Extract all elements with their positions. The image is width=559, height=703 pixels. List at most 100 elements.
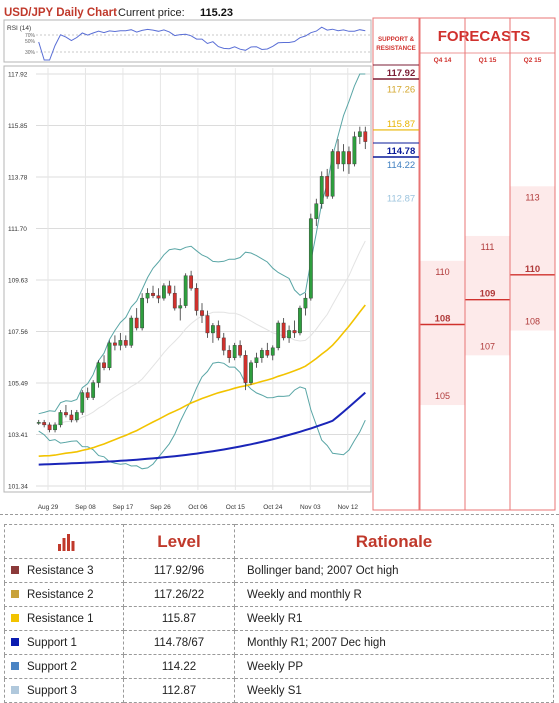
candle-body (319, 176, 324, 204)
level-name-cell: Support 2 (4, 654, 124, 679)
forecast-high-label: 111 (481, 242, 495, 252)
candle-body (58, 412, 63, 426)
level-rationale: Monthly R1; 2007 Dec high (234, 630, 554, 655)
forecast-period-label: Q2 15 (524, 57, 542, 64)
level-name-cell: Support 1 (4, 630, 124, 655)
sr-levels: 117.92 117.26 115.87 114.78 114.22 112.87 (373, 64, 419, 204)
forecast-high-label: 113 (525, 192, 539, 202)
level-name-cell: Support 3 (4, 678, 124, 703)
level-rationale: Weekly R1 (234, 606, 554, 631)
candle-body (221, 337, 226, 351)
forecast-main-label: 110 (525, 264, 540, 275)
y-tick-label: 103.41 (8, 432, 28, 439)
candle-body (140, 297, 145, 329)
table-header-rationale: Rationale (234, 524, 554, 559)
table-header-level: Level (123, 524, 235, 559)
x-tick-label: Nov 12 (337, 504, 358, 511)
candle-body (96, 362, 101, 383)
forecast-columns: Q4 14 110 108 105 Q1 15 111 109 107 Q2 15 113 110 1… (420, 18, 556, 510)
y-tick-label: 107.56 (8, 329, 28, 336)
sr-level-label: 117.92 (387, 68, 416, 79)
level-color-swatch (11, 638, 19, 647)
forecast-range-band (465, 235, 510, 356)
forecast-low-label: 108 (525, 317, 540, 327)
candle-body (357, 131, 362, 137)
candle-body (167, 285, 172, 294)
level-rationale: Weekly PP (234, 654, 554, 679)
levels-table: Level Rationale Resistance 3 117.92/96 Bol… (4, 524, 554, 703)
candle-body (341, 151, 346, 165)
x-tick-label: Sep 08 (75, 504, 96, 511)
level-color-swatch (11, 662, 19, 671)
level-name-cell: Resistance 2 (4, 582, 124, 607)
level-value: 114.78/67 (123, 630, 235, 655)
sr-header-line1: SUPPORT & (378, 36, 415, 43)
level-name: Support 1 (27, 636, 77, 649)
table-row: Resistance 2 117.26/22 Weekly and monthly … (4, 582, 554, 607)
candle-body (80, 392, 85, 413)
candle-body (308, 218, 313, 299)
sr-level-label: 112.87 (387, 193, 415, 204)
candle-body (347, 151, 351, 165)
sr-level-label: 114.78 (387, 146, 416, 157)
table-row: Support 1 114.78/67 Monthly R1; 2007 Dec h… (4, 630, 554, 655)
forecasts-title: FORECASTS (438, 28, 531, 45)
candle-body (249, 362, 253, 383)
sr-header-line2: RESISTANCE (376, 45, 415, 52)
rsi-tick-70: 70% (25, 33, 36, 39)
candle-body (107, 342, 112, 368)
level-color-swatch (11, 590, 19, 599)
candle-body (42, 422, 47, 426)
level-name: Resistance 2 (27, 588, 94, 601)
section-divider (0, 514, 559, 515)
candle-body (298, 307, 302, 334)
candle-body (227, 350, 232, 358)
rsi-label: RSI (14) (7, 25, 31, 32)
candle-body (189, 275, 194, 289)
table-row: Resistance 1 115.87 Weekly R1 (4, 606, 554, 631)
level-color-swatch (11, 566, 19, 575)
candle-body (232, 345, 237, 358)
candle-body (178, 305, 183, 309)
candle-body (270, 347, 275, 356)
candle-body (85, 392, 90, 398)
candle-body (69, 414, 74, 421)
x-tick-label: Oct 15 (226, 504, 246, 511)
table-row: Support 2 114.22 Weekly PP (4, 654, 554, 679)
candle-body (325, 176, 330, 197)
candle-body (53, 424, 57, 431)
candlesticks (36, 126, 368, 433)
level-name: Support 3 (27, 684, 77, 697)
rsi-panel (3, 19, 372, 63)
candle-body (162, 285, 166, 299)
chart-area: USD/JPY Daily Chart Current price: 115.2… (3, 7, 556, 511)
x-tick-label: Oct 24 (263, 504, 283, 511)
candle-body (259, 350, 264, 358)
candle-body (145, 292, 150, 299)
x-tick-label: Aug 29 (38, 504, 59, 511)
candle-body (216, 325, 221, 339)
forecast-range-band (420, 260, 465, 406)
x-axis-ticks: Aug 29 Sep 08 Sep 17 Sep 26 Oct 06 Oct 15 Oct … (38, 504, 359, 511)
level-name-cell: Resistance 3 (4, 558, 124, 583)
y-tick-label: 105.49 (8, 381, 28, 388)
candle-body (287, 330, 291, 339)
level-name: Support 2 (27, 660, 77, 673)
candle-body (36, 422, 41, 424)
chart-title: USD/JPY Daily Chart (4, 7, 117, 19)
candle-body (74, 412, 79, 421)
candle-body (123, 340, 128, 346)
level-color-swatch (11, 686, 19, 695)
moving-average-55-line (38, 304, 366, 457)
candle-body (363, 131, 368, 142)
level-rationale: Weekly S1 (234, 678, 554, 703)
current-price-label: Current price: (118, 7, 185, 19)
candle-body (303, 297, 308, 309)
chart-grid (36, 68, 370, 490)
candle-body (281, 322, 286, 339)
candle-body (243, 355, 248, 383)
candle-body (210, 325, 215, 334)
sr-level-label: 117.26 (387, 84, 415, 95)
current-price-value: 115.23 (200, 7, 233, 19)
candle-body (129, 317, 134, 346)
